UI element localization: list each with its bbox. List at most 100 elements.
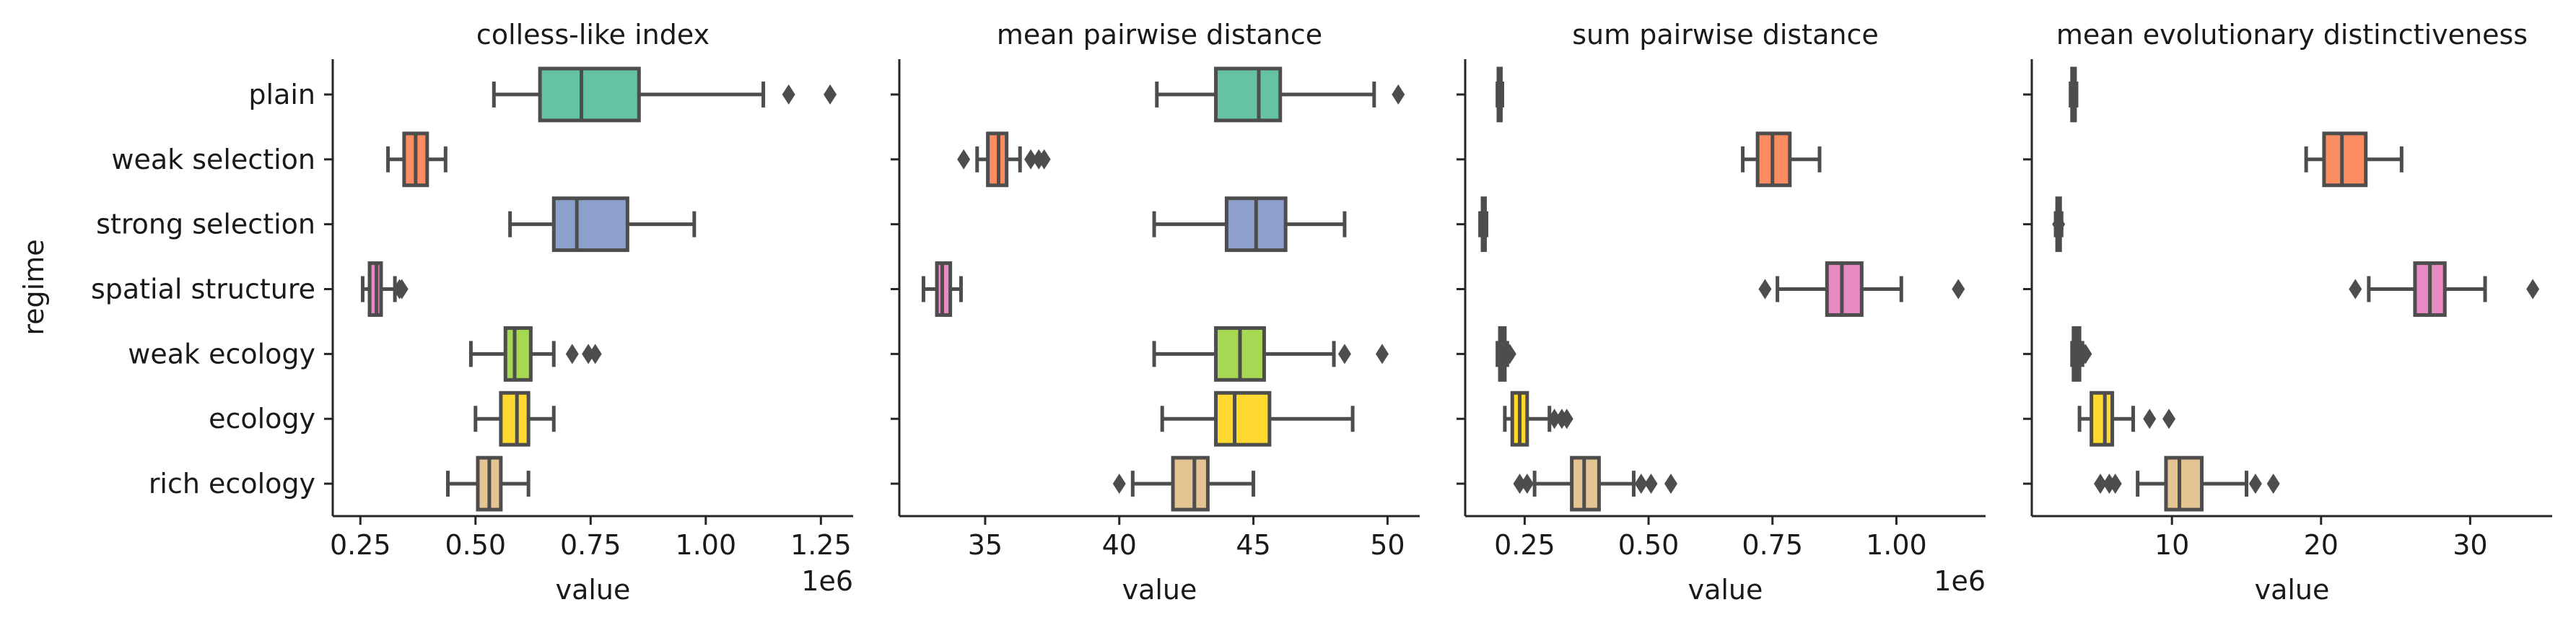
box-spatial-structure	[2349, 261, 2540, 317]
x-tick-label: 0.25	[330, 529, 391, 561]
x-tick-label: 45	[1236, 529, 1270, 561]
outlier-point	[1337, 344, 1351, 365]
y-tick-label: spatial structure	[91, 274, 315, 305]
y-tick-label: plain	[248, 79, 315, 110]
x-tick-label: 0.75	[1742, 529, 1803, 561]
y-tick-label: weak selection	[111, 144, 315, 175]
x-offset-label: 1e6	[801, 565, 853, 597]
y-tick-label: weak ecology	[128, 338, 315, 370]
box-plain	[1496, 66, 1504, 123]
box-iqr	[2322, 131, 2368, 188]
x-tick-label: 10	[2154, 529, 2189, 561]
outlier-point	[2162, 409, 2176, 429]
outlier-point	[395, 279, 409, 300]
x-tick-label: 0.50	[445, 529, 506, 561]
box-strong-selection	[1478, 196, 1489, 253]
panel-title: sum pairwise distance	[1572, 19, 1878, 51]
box-spatial-structure	[1758, 261, 1965, 317]
panel-1: colless-like index plain weak selection str…	[91, 19, 853, 606]
box-strong-selection	[508, 196, 697, 253]
outlier-point	[588, 344, 602, 365]
panel-title: colless-like index	[476, 19, 710, 51]
outlier-point	[1024, 149, 1038, 170]
outlier-point	[2349, 279, 2362, 300]
outlier-point	[782, 84, 795, 105]
y-tick-label: rich ecology	[149, 468, 315, 500]
outlier-point	[2266, 474, 2280, 494]
box-rich-ecology	[1112, 455, 1256, 512]
outlier-point	[1037, 149, 1051, 170]
box-iqr	[551, 196, 629, 253]
box-strong-selection	[2052, 196, 2066, 253]
box-ecology	[1503, 391, 1573, 447]
outlier-point	[1112, 474, 1126, 494]
outlier-point	[2079, 344, 2092, 365]
box-plain	[1155, 66, 1405, 123]
y-tick-label: ecology	[209, 403, 315, 435]
outlier-point	[1513, 474, 1527, 494]
y-axis-label: regime	[18, 239, 50, 335]
panel-3: sum pairwise distance 0.25 0.50 0.75 1.00 val…	[1457, 19, 1986, 606]
x-tick-label: 1.00	[676, 529, 737, 561]
outlier-point	[2052, 214, 2066, 235]
panel-title: mean evolutionary distinctiveness	[2056, 19, 2528, 51]
outlier-point	[2143, 409, 2157, 429]
box-spatial-structure	[921, 261, 963, 317]
outlier-point	[565, 344, 579, 365]
outlier-point	[1503, 344, 1516, 365]
x-axis-label: value	[1688, 574, 1763, 606]
outlier-point	[1634, 474, 1648, 494]
outlier-point	[2248, 474, 2262, 494]
x-tick-label: 0.25	[1494, 529, 1555, 561]
outlier-point	[1547, 409, 1561, 429]
box-iqr	[503, 326, 533, 382]
x-tick-label: 40	[1102, 529, 1137, 561]
box-rich-ecology	[1513, 455, 1677, 512]
panel-2: mean pairwise distance 35 40 45 50 value	[891, 19, 1420, 606]
x-tick-label: 50	[1370, 529, 1405, 561]
box-ecology	[2077, 391, 2176, 447]
box-iqr	[1171, 455, 1210, 512]
outlier-point	[2108, 474, 2122, 494]
outlier-point	[1758, 279, 1772, 300]
panel-title: mean pairwise distance	[997, 19, 1322, 51]
x-tick-label: 1.00	[1866, 529, 1927, 561]
box-iqr	[1214, 66, 1283, 123]
x-offset-label: 1e6	[1934, 565, 1986, 597]
x-tick-label: 0.50	[1618, 529, 1680, 561]
x-axis-label: value	[2255, 574, 2330, 606]
y-tick-label: strong selection	[96, 209, 315, 240]
x-axis-label: value	[556, 574, 631, 606]
outlier-point	[1664, 474, 1677, 494]
outlier-point	[957, 149, 971, 170]
box-weak-ecology	[2070, 326, 2092, 382]
box-iqr	[538, 66, 641, 123]
box-weak-selection	[957, 131, 1051, 188]
box-weak-selection	[2304, 131, 2403, 188]
box-ecology	[1160, 391, 1355, 447]
outlier-point	[1560, 409, 1573, 429]
x-tick-label: 35	[968, 529, 1003, 561]
outlier-point	[824, 84, 837, 105]
outlier-point	[2094, 474, 2108, 494]
box-weak-ecology	[1152, 326, 1389, 382]
box-iqr	[2164, 455, 2204, 512]
x-axis-label: value	[1122, 574, 1197, 606]
box-iqr	[1214, 391, 1272, 447]
box-weak-ecology	[468, 326, 602, 382]
x-tick-label: 0.75	[560, 529, 621, 561]
panel-4: mean evolutionary distinctiveness 10 20 30 v…	[2023, 19, 2552, 606]
box-plain	[2069, 66, 2079, 123]
box-iqr	[2090, 391, 2115, 447]
box-weak-selection	[386, 131, 447, 188]
box-strong-selection	[1152, 196, 1347, 253]
box-weak-ecology	[1496, 326, 1516, 382]
outlier-point	[582, 344, 595, 365]
box-iqr	[499, 391, 531, 447]
x-tick-label: 30	[2453, 529, 2487, 561]
outlier-point	[1520, 474, 1534, 494]
x-tick-label: 20	[2304, 529, 2339, 561]
outlier-point	[1392, 84, 1405, 105]
box-weak-selection	[1741, 131, 1822, 188]
